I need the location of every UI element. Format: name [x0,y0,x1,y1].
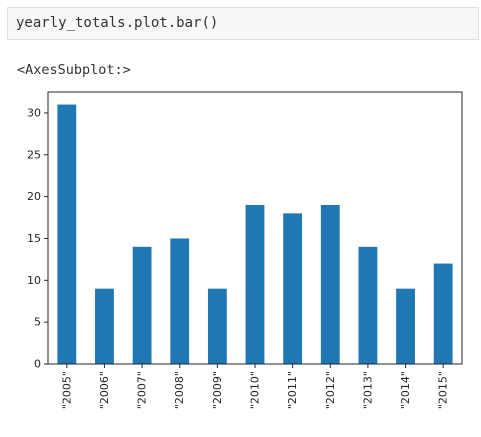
bar-0 [57,104,77,365]
y-axis: 0 5 10 15 20 25 30 [27,106,48,371]
code-cell-input[interactable]: yearly_totals.plot.bar() [7,7,479,40]
x-tick-label-3: "2008" [173,371,186,409]
x-tick-label-9: "2014" [399,371,412,409]
y-tick-label-5: 25 [27,148,41,161]
bar-5 [245,204,265,364]
bar-7 [320,204,340,364]
x-tick-label-6: "2011" [286,371,299,409]
bar-10 [433,263,453,364]
plot-frame [47,91,463,365]
x-axis: "2005" "2006" "2007" "2008" "2009" "2010" "201… [60,364,450,409]
bar-1 [95,288,114,364]
y-tick-label-1: 5 [34,316,41,329]
code-call-parens: () [201,15,219,31]
y-tick-label-2: 10 [27,274,41,287]
y-tick-label-0: 0 [34,358,41,371]
x-tick-label-7: "2012" [324,371,337,409]
bar-3 [170,238,190,364]
x-tick-label-5: "2010" [249,371,262,409]
bar-9 [396,288,415,364]
code-method: bar [176,15,202,31]
bar-6 [283,213,303,364]
bars-group [57,104,453,365]
y-tick-label-4: 20 [27,190,41,203]
x-tick-label-4: "2009" [211,371,224,409]
y-tick-label-3: 15 [27,232,41,245]
x-tick-label-2: "2007" [136,371,149,409]
y-tick-label-6: 30 [27,106,41,119]
code-accessor: plot [134,15,168,31]
bar-8 [358,246,378,364]
code-object-name: yearly_totals [16,15,126,31]
bar-2 [132,246,152,364]
x-tick-label-0: "2005" [60,371,73,409]
bar-4 [207,288,227,364]
x-tick-label-8: "2013" [361,371,374,409]
cell-output-repr: <AxesSubplot:> [17,62,131,78]
x-tick-label-10: "2015" [437,371,450,409]
x-tick-label-1: "2006" [98,371,111,409]
